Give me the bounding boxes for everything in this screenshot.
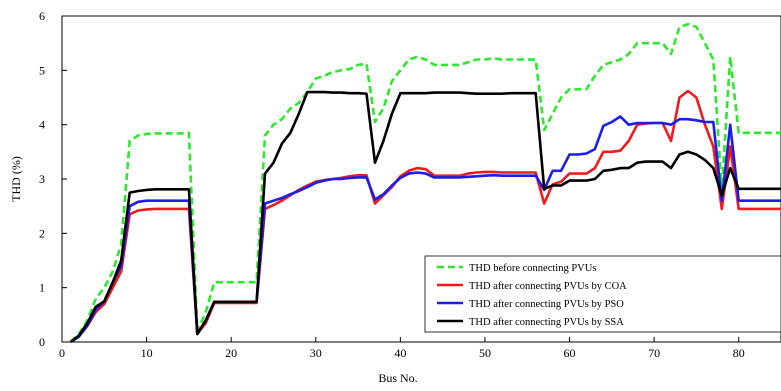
y-tick-label: 6 bbox=[39, 9, 45, 23]
x-tick-label: 40 bbox=[394, 346, 406, 360]
x-tick-label: 0 bbox=[59, 346, 65, 360]
legend-label-3: THD after connecting PVUs by PSO bbox=[469, 299, 624, 310]
series-line-1 bbox=[69, 22, 781, 343]
y-tick-label: 4 bbox=[39, 118, 45, 132]
legend: THD before connecting PVUs THD after conn… bbox=[424, 255, 781, 333]
x-tick-label: 50 bbox=[479, 346, 491, 360]
series-layer bbox=[69, 22, 781, 344]
series-line-4 bbox=[69, 90, 781, 344]
x-tick-label: 20 bbox=[225, 346, 237, 360]
y-tick-label: 3 bbox=[39, 172, 45, 186]
x-tick-label: 30 bbox=[310, 346, 322, 360]
x-tick-label: 80 bbox=[733, 346, 745, 360]
legend-label-4: THD after connecting PVUs by SSA bbox=[469, 317, 624, 328]
legend-box bbox=[424, 255, 781, 333]
x-tick-label: 10 bbox=[141, 346, 153, 360]
x-tick-label: 60 bbox=[564, 346, 576, 360]
x-axis-label: Bus No. bbox=[378, 371, 417, 385]
y-axis-ticks: 0 1 2 3 4 5 6 bbox=[39, 9, 67, 349]
legend-label-1: THD before connecting PVUs bbox=[469, 263, 596, 274]
y-tick-label: 5 bbox=[39, 63, 45, 77]
y-axis-label: THD (%) bbox=[9, 156, 23, 202]
y-tick-label: 1 bbox=[39, 281, 45, 295]
x-axis-ticks: 0 10 20 30 40 50 60 70 80 bbox=[59, 337, 745, 360]
x-tick-label: 70 bbox=[648, 346, 660, 360]
legend-label-2: THD after connecting PVUs by COA bbox=[469, 281, 627, 292]
y-tick-label: 2 bbox=[39, 226, 45, 240]
y-tick-label: 0 bbox=[39, 335, 45, 349]
